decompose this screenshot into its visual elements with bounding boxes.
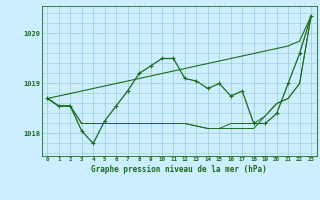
X-axis label: Graphe pression niveau de la mer (hPa): Graphe pression niveau de la mer (hPa) (91, 165, 267, 174)
